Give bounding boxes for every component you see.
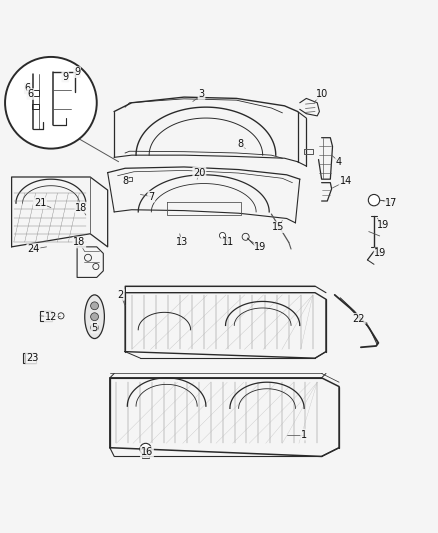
Bar: [23, 353, 35, 364]
Text: 19: 19: [254, 242, 267, 252]
Circle shape: [368, 195, 380, 206]
Text: 17: 17: [385, 198, 398, 208]
Text: 14: 14: [339, 176, 352, 187]
Text: 8: 8: [238, 139, 244, 149]
Text: 2: 2: [118, 290, 124, 300]
Text: 8: 8: [122, 176, 128, 187]
Text: 22: 22: [353, 314, 365, 324]
Text: 7: 7: [148, 192, 155, 201]
Bar: [142, 454, 149, 458]
Text: 13: 13: [176, 238, 188, 247]
Text: 10: 10: [315, 89, 328, 99]
Circle shape: [91, 302, 99, 310]
Text: 1: 1: [301, 430, 307, 440]
Circle shape: [91, 313, 99, 321]
Text: 9: 9: [74, 67, 80, 77]
Text: 11: 11: [222, 238, 234, 247]
Text: 20: 20: [193, 168, 205, 177]
Circle shape: [219, 232, 226, 239]
Text: 21: 21: [34, 198, 46, 208]
Text: 23: 23: [26, 353, 38, 363]
Text: 18: 18: [75, 203, 88, 213]
Text: 6: 6: [25, 83, 31, 93]
Text: 5: 5: [92, 322, 98, 333]
Bar: [32, 104, 39, 109]
Text: 4: 4: [336, 157, 342, 167]
Text: 24: 24: [27, 244, 39, 254]
Text: 6: 6: [27, 89, 33, 99]
Bar: [40, 311, 52, 321]
Text: 16: 16: [141, 447, 153, 457]
Text: 9: 9: [62, 71, 68, 82]
Ellipse shape: [85, 295, 104, 338]
Circle shape: [140, 443, 151, 455]
Bar: [32, 90, 39, 96]
Text: 3: 3: [198, 89, 205, 99]
Text: 19: 19: [377, 220, 389, 230]
Circle shape: [91, 324, 99, 332]
Text: 18: 18: [73, 238, 85, 247]
Text: 12: 12: [45, 312, 57, 322]
Text: 15: 15: [272, 222, 284, 232]
Circle shape: [5, 57, 97, 149]
Text: 19: 19: [374, 248, 387, 259]
